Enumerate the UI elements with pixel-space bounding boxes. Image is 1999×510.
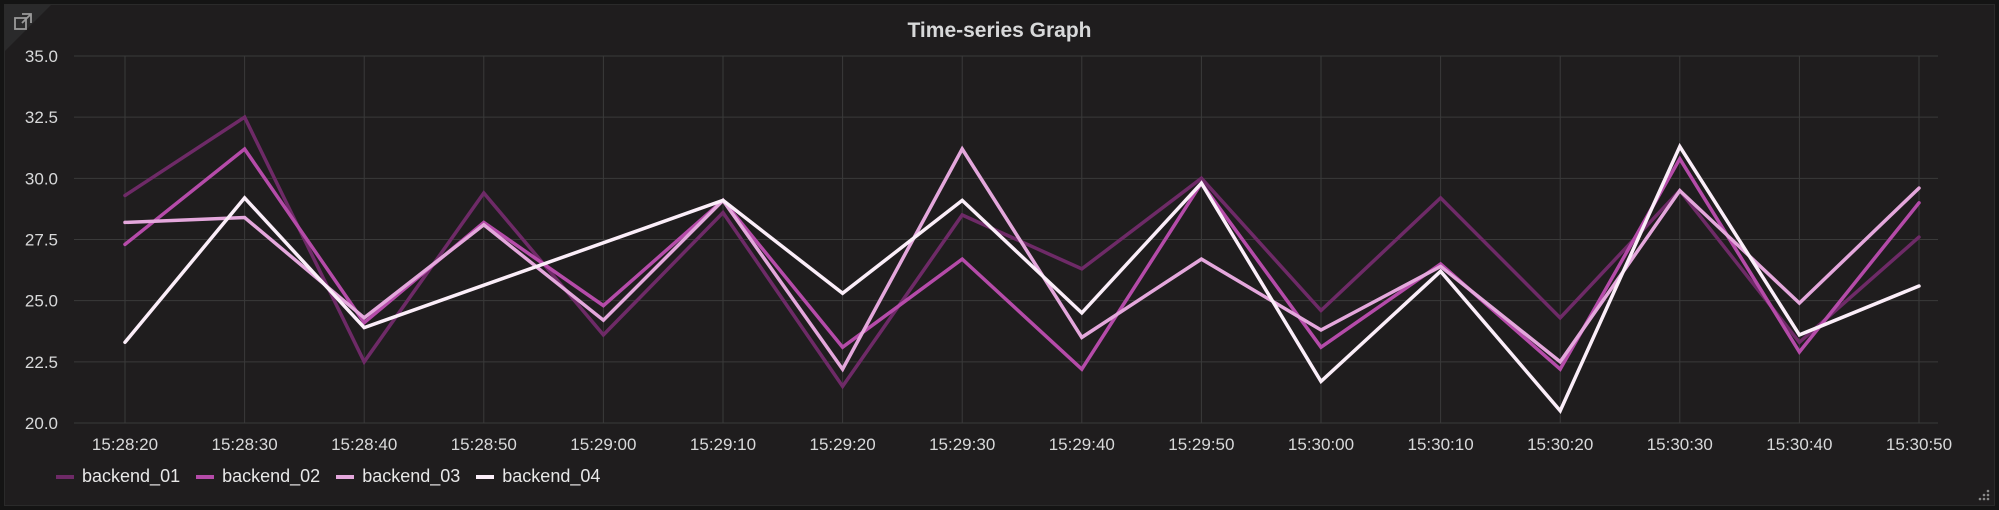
x-tick-label: 15:30:20 — [1527, 435, 1593, 454]
legend-item-backend_01[interactable]: backend_01 — [56, 466, 180, 487]
series-line-backend_01 — [123, 114, 1921, 390]
x-tick-label: 15:29:30 — [929, 435, 995, 454]
x-tick-label: 15:30:10 — [1408, 435, 1474, 454]
x-tick-label: 15:30:50 — [1886, 435, 1952, 454]
series-lines — [123, 114, 1921, 415]
y-tick-label: 22.5 — [25, 353, 58, 372]
x-tick-label: 15:29:00 — [570, 435, 636, 454]
series-line-backend_02 — [123, 146, 1921, 372]
chart-legend: backend_01 backend_02 backend_03 backend_04 — [56, 466, 600, 487]
x-tick-label: 15:28:40 — [331, 435, 397, 454]
x-tick-label: 15:29:10 — [690, 435, 756, 454]
x-tick-label: 15:29:50 — [1168, 435, 1234, 454]
panel-corner — [5, 5, 51, 51]
x-tick-label: 15:28:30 — [212, 435, 278, 454]
series-line-backend_04 — [123, 142, 1921, 415]
external-link-icon[interactable] — [13, 12, 33, 32]
legend-label: backend_01 — [82, 466, 181, 486]
legend-label: backend_03 — [362, 466, 461, 486]
panel-title: Time-series Graph — [907, 19, 1092, 42]
x-tick-label: 15:29:20 — [810, 435, 876, 454]
y-tick-label: 20.0 — [25, 414, 58, 433]
x-tick-label: 15:30:30 — [1647, 435, 1713, 454]
y-tick-label: 35.0 — [25, 47, 58, 66]
legend-swatch — [196, 474, 215, 479]
x-tick-label: 15:28:50 — [451, 435, 517, 454]
legend-swatch — [476, 474, 495, 479]
y-tick-label: 25.0 — [25, 292, 58, 311]
legend-item-backend_02[interactable]: backend_02 — [196, 466, 320, 487]
legend-label: backend_02 — [222, 466, 321, 486]
y-tick-label: 30.0 — [25, 169, 58, 188]
x-tick-label: 15:30:40 — [1766, 435, 1832, 454]
legend-item-backend_03[interactable]: backend_03 — [336, 466, 460, 487]
legend-label: backend_04 — [502, 466, 601, 486]
x-tick-label: 15:28:20 — [92, 435, 158, 454]
y-axis-ticks: 20.0 22.5 25.0 27.5 30.0 32.5 35.0 — [25, 47, 58, 433]
legend-swatch — [336, 474, 355, 479]
graph-panel: Time-series Graph — [4, 4, 1995, 506]
y-tick-label: 32.5 — [25, 108, 58, 127]
legend-item-backend_04[interactable]: backend_04 — [476, 466, 600, 487]
series-line-backend_03 — [123, 145, 1921, 373]
x-tick-label: 15:29:40 — [1049, 435, 1115, 454]
x-axis-ticks: 15:28:20 15:28:30 15:28:40 15:28:50 15:29:00… — [92, 435, 1952, 454]
x-tick-label: 15:30:00 — [1288, 435, 1354, 454]
y-tick-label: 27.5 — [25, 231, 58, 250]
legend-swatch — [56, 474, 74, 479]
resize-grip-icon[interactable] — [1976, 487, 1990, 501]
